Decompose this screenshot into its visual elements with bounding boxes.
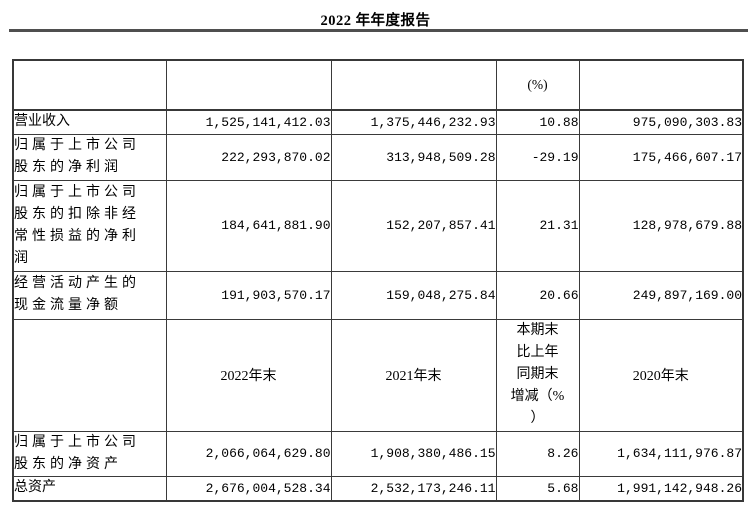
deducted-net-profit-prior: 152,207,857.41 xyxy=(330,179,497,272)
total-assets-current: 2,676,004,528.34 xyxy=(165,475,332,502)
total-assets-change-pct: 5.68 xyxy=(495,475,580,502)
period-header-row: 2022年末 2021年末 本期末 比上年 同期末 增减（% ） 2020年末 xyxy=(12,318,744,432)
header-blank-cell xyxy=(330,59,497,111)
header-blank-cell xyxy=(12,318,167,432)
total-assets-prior: 2,532,173,246.11 xyxy=(330,475,497,502)
unit-header-row: (%) xyxy=(12,59,744,111)
net-assets-change-pct: 8.26 xyxy=(495,430,580,477)
page-title: 2022 年年度报告 xyxy=(320,13,431,29)
net-profit-current: 222,293,870.02 xyxy=(165,133,332,181)
operating-cash-flow-prior2: 249,897,169.00 xyxy=(578,270,744,320)
header-blank-cell xyxy=(578,59,744,111)
row-label-revenue: 营业收入 xyxy=(12,109,167,135)
net-profit-prior2: 175,466,607.17 xyxy=(578,133,744,181)
net-assets-current: 2,066,064,629.80 xyxy=(165,430,332,477)
deducted-net-profit-current: 184,641,881.90 xyxy=(165,179,332,272)
revenue-prior2: 975,090,303.83 xyxy=(578,109,744,135)
table-row-net-assets: 归属于上市公司 股东的净资产 2,066,064,629.80 1,908,38… xyxy=(12,430,744,477)
total-assets-prior2: 1,991,142,948.26 xyxy=(578,475,744,502)
row-label-total-assets: 总资产 xyxy=(12,475,167,502)
period-header-change: 本期末 比上年 同期末 增减（% ） xyxy=(495,318,580,432)
table-row-revenue: 营业收入 1,525,141,412.03 1,375,446,232.93 1… xyxy=(12,109,744,135)
table-row-total-assets: 总资产 2,676,004,528.34 2,532,173,246.11 5.… xyxy=(12,475,744,502)
deducted-net-profit-prior2: 128,978,679.88 xyxy=(578,179,744,272)
row-label-net-assets: 归属于上市公司 股东的净资产 xyxy=(12,430,167,477)
operating-cash-flow-current: 191,903,570.17 xyxy=(165,270,332,320)
table-row-deducted-net-profit: 归属于上市公司 股东的扣除非经 常性损益的净利 润 184,641,881.90… xyxy=(12,179,744,272)
operating-cash-flow-change-pct: 20.66 xyxy=(495,270,580,320)
period-header-2021: 2021年末 xyxy=(330,318,497,432)
deducted-net-profit-change-pct: 21.31 xyxy=(495,179,580,272)
header-blank-cell xyxy=(165,59,332,111)
table-row-net-profit: 归属于上市公司 股东的净利润 222,293,870.02 313,948,50… xyxy=(12,133,744,181)
net-profit-prior: 313,948,509.28 xyxy=(330,133,497,181)
financial-summary-table: (%) 营业收入 1,525,141,412.03 1,375,446,232.… xyxy=(12,59,744,502)
net-assets-prior2: 1,634,111,976.87 xyxy=(578,430,744,477)
revenue-prior: 1,375,446,232.93 xyxy=(330,109,497,135)
revenue-change-pct: 10.88 xyxy=(495,109,580,135)
title-divider xyxy=(9,29,748,32)
row-label-net-profit: 归属于上市公司 股东的净利润 xyxy=(12,133,167,181)
pct-unit-header: (%) xyxy=(495,59,580,111)
operating-cash-flow-prior: 159,048,275.84 xyxy=(330,270,497,320)
row-label-operating-cash-flow: 经营活动产生的 现金流量净额 xyxy=(12,270,167,320)
row-label-deducted-net-profit: 归属于上市公司 股东的扣除非经 常性损益的净利 润 xyxy=(12,179,167,272)
net-assets-prior: 1,908,380,486.15 xyxy=(330,430,497,477)
header-blank-cell xyxy=(12,59,167,111)
period-header-2022: 2022年末 xyxy=(165,318,332,432)
net-profit-change-pct: -29.19 xyxy=(495,133,580,181)
period-header-2020: 2020年末 xyxy=(578,318,744,432)
table-row-operating-cash-flow: 经营活动产生的 现金流量净额 191,903,570.17 159,048,27… xyxy=(12,270,744,320)
revenue-current: 1,525,141,412.03 xyxy=(165,109,332,135)
